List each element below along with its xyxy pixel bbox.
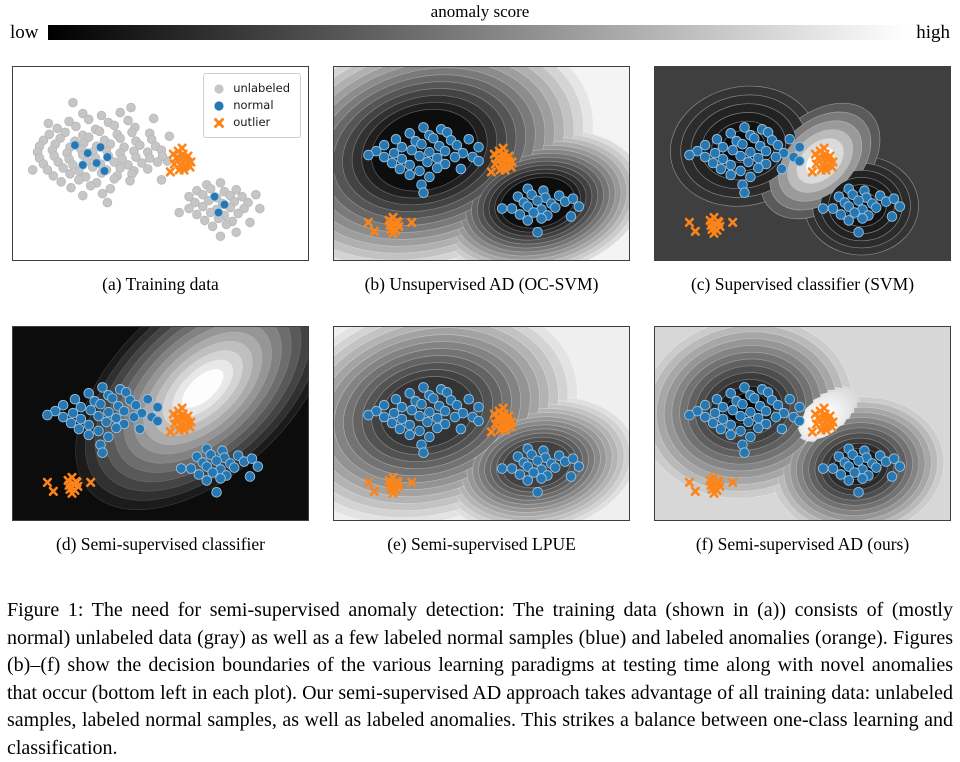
outlier-marker-icon — [214, 117, 225, 128]
panel-d-plot — [12, 326, 309, 521]
anomaly-score-colorbar: anomaly score low high — [0, 0, 960, 62]
panel-e-canvas — [334, 327, 629, 520]
figure-grid: unlabeled normal outlier (a) Training da… — [12, 66, 960, 586]
figure-caption: Figure 1: The need for semi-supervised a… — [7, 599, 953, 759]
colorbar-low-label: low — [10, 22, 39, 43]
caption-e: (e) Semi-supervised LPUE — [387, 534, 576, 554]
panel-c-canvas — [655, 67, 950, 260]
legend-label-unlabeled: unlabeled — [233, 81, 290, 95]
caption-a: (a) Training data — [102, 274, 219, 294]
panel-f-plot — [654, 326, 951, 521]
subfigure-a: unlabeled normal outlier (a) Training da… — [12, 66, 309, 326]
legend: unlabeled normal outlier — [203, 73, 301, 138]
subfigure-c: (c) Supervised classifier (SVM) — [654, 66, 951, 326]
legend-item-normal: normal — [212, 97, 290, 114]
panel-f-canvas — [655, 327, 950, 520]
unlabeled-marker-icon — [214, 83, 224, 94]
legend-item-unlabeled: unlabeled — [212, 80, 290, 97]
legend-item-outlier: outlier — [212, 114, 290, 131]
subfigure-f: (f) Semi-supervised AD (ours) — [654, 326, 951, 586]
normal-marker-icon — [214, 100, 224, 111]
colorbar-title: anomaly score — [430, 2, 530, 21]
panel-e-plot — [333, 326, 630, 521]
legend-label-normal: normal — [233, 98, 274, 112]
panel-d-canvas — [13, 327, 308, 520]
colorbar-high-label: high — [916, 22, 950, 43]
legend-label-outlier: outlier — [233, 115, 271, 129]
caption-c: (c) Supervised classifier (SVM) — [690, 274, 915, 294]
subfigure-b: (b) Unsupervised AD (OC-SVM) — [333, 66, 630, 326]
colorbar-gradient — [47, 25, 908, 40]
panel-b-canvas — [334, 67, 629, 260]
panel-a-plot: unlabeled normal outlier — [12, 66, 309, 261]
panel-c-plot — [654, 66, 951, 261]
caption-d: (d) Semi-supervised classifier — [56, 534, 265, 554]
subfigure-d: (d) Semi-supervised classifier — [12, 326, 309, 586]
caption-f: (f) Semi-supervised AD (ours) — [695, 534, 910, 554]
panel-b-plot — [333, 66, 630, 261]
subfigure-e: (e) Semi-supervised LPUE — [333, 326, 630, 586]
caption-b: (b) Unsupervised AD (OC-SVM) — [364, 274, 599, 294]
